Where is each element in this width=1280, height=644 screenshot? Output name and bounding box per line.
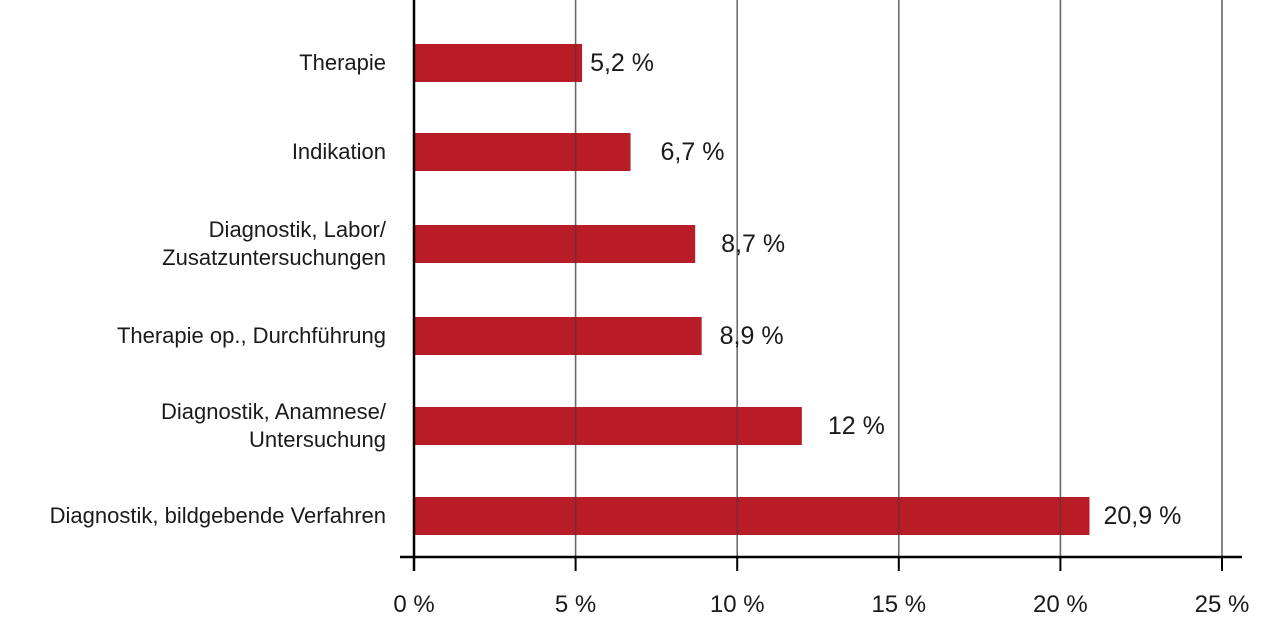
bar-5: [414, 497, 1090, 535]
x-tick-label: 25 %: [1195, 591, 1250, 618]
axes: [400, 0, 1242, 571]
category-label: Zusatzuntersuchungen: [162, 245, 386, 270]
x-tick-label: 0 %: [393, 591, 434, 618]
x-tick-label: 10 %: [710, 591, 765, 618]
category-label: Indikation: [292, 139, 386, 164]
category-label: Therapie op., Durchführung: [117, 323, 386, 348]
category-label: Therapie: [299, 50, 386, 75]
bar-0: [414, 44, 583, 82]
data-label: 8,7 %: [721, 230, 785, 258]
bar-4: [414, 407, 802, 445]
data-label: 6,7 %: [661, 138, 725, 166]
x-tick-label: 15 %: [871, 591, 926, 618]
category-label: Untersuchung: [249, 427, 386, 452]
x-tick-label: 20 %: [1033, 591, 1088, 618]
data-label: 5,2 %: [590, 49, 654, 77]
data-label: 8,9 %: [720, 322, 784, 350]
x-tick-label: 5 %: [555, 591, 596, 618]
bar-2: [414, 225, 696, 263]
data-label: 20,9 %: [1103, 502, 1181, 530]
bar-1: [414, 133, 631, 171]
category-label: Diagnostik, Anamnese/: [161, 399, 387, 424]
labels: 0 % 5 % 10 % 15 % 20 % 25 % Therapie Indikation…: [50, 49, 1250, 618]
data-label: 12 %: [828, 412, 885, 440]
bar-3: [414, 317, 702, 355]
category-label: Diagnostik, Labor/: [209, 217, 387, 242]
category-label: Diagnostik, bildgebende Verfahren: [50, 503, 386, 528]
bars: [414, 0, 1223, 557]
